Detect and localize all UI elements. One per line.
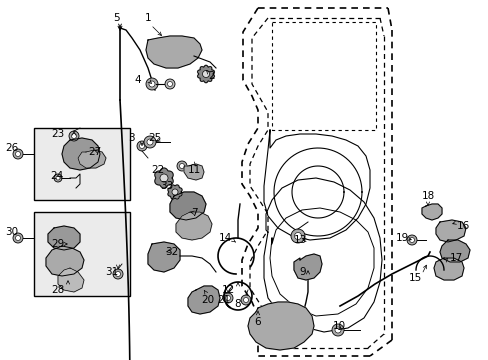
Text: 28: 28 (51, 285, 64, 295)
Circle shape (16, 152, 20, 157)
Circle shape (115, 271, 120, 276)
Polygon shape (167, 185, 182, 199)
Circle shape (160, 174, 168, 182)
Text: 16: 16 (455, 221, 468, 231)
Text: 11: 11 (187, 165, 200, 175)
Text: 1: 1 (144, 13, 151, 23)
Circle shape (146, 78, 158, 90)
Circle shape (16, 235, 20, 240)
Polygon shape (48, 226, 80, 250)
Text: 25: 25 (148, 133, 162, 143)
Polygon shape (187, 286, 220, 314)
Text: 31: 31 (105, 267, 119, 277)
Circle shape (225, 296, 230, 301)
Polygon shape (78, 150, 106, 168)
Circle shape (241, 295, 250, 305)
Text: 3: 3 (127, 133, 134, 143)
Circle shape (137, 141, 147, 151)
Polygon shape (46, 246, 84, 276)
Circle shape (177, 161, 186, 171)
Bar (34, 212, 130, 296)
Polygon shape (433, 258, 463, 280)
Text: 18: 18 (421, 191, 434, 201)
Polygon shape (58, 268, 84, 292)
Circle shape (294, 233, 301, 239)
Circle shape (13, 149, 23, 159)
Text: 2: 2 (208, 71, 215, 81)
Circle shape (334, 327, 340, 333)
Polygon shape (197, 65, 214, 83)
Text: 29: 29 (51, 239, 64, 249)
Polygon shape (439, 240, 469, 262)
Polygon shape (247, 302, 313, 350)
Text: 13: 13 (293, 235, 306, 245)
Circle shape (147, 139, 153, 145)
Text: 30: 30 (5, 227, 19, 237)
Circle shape (113, 269, 123, 279)
Bar (34, 128, 130, 200)
Text: 19: 19 (395, 233, 408, 243)
Polygon shape (170, 192, 205, 220)
Circle shape (54, 174, 62, 182)
Text: 6: 6 (254, 317, 261, 327)
Circle shape (408, 238, 414, 243)
Text: 7: 7 (190, 208, 197, 218)
Polygon shape (183, 164, 203, 180)
Text: 21: 21 (217, 295, 230, 305)
Circle shape (243, 297, 248, 302)
Text: 10: 10 (332, 321, 345, 331)
Text: 24: 24 (50, 171, 63, 181)
Text: 23: 23 (51, 129, 64, 139)
Text: 14: 14 (218, 233, 231, 243)
Text: 4: 4 (134, 75, 141, 85)
Polygon shape (293, 254, 321, 280)
Polygon shape (435, 220, 465, 242)
Circle shape (223, 293, 232, 303)
Polygon shape (421, 204, 441, 220)
Circle shape (71, 134, 76, 139)
Circle shape (179, 163, 184, 168)
Text: 20: 20 (201, 295, 214, 305)
Text: 26: 26 (5, 143, 19, 153)
Polygon shape (146, 36, 202, 68)
Text: 27: 27 (88, 147, 102, 157)
Polygon shape (62, 138, 100, 170)
Text: 32: 32 (165, 247, 178, 257)
Text: 17: 17 (448, 253, 462, 263)
Text: 9: 9 (299, 267, 305, 277)
Circle shape (69, 131, 79, 141)
Circle shape (139, 144, 144, 149)
Circle shape (290, 229, 305, 243)
Text: 15: 15 (407, 273, 421, 283)
Polygon shape (155, 168, 173, 188)
Circle shape (13, 233, 23, 243)
Circle shape (56, 176, 60, 180)
Circle shape (406, 235, 416, 245)
Polygon shape (148, 242, 180, 272)
Text: 12: 12 (221, 285, 234, 295)
Text: 22: 22 (151, 165, 164, 175)
Text: 33: 33 (160, 181, 173, 191)
Circle shape (202, 71, 209, 77)
Circle shape (143, 136, 156, 148)
Circle shape (149, 81, 155, 87)
Circle shape (167, 81, 172, 86)
Text: 8: 8 (234, 299, 241, 309)
Text: 5: 5 (112, 13, 119, 23)
Circle shape (164, 79, 175, 89)
Polygon shape (176, 212, 212, 240)
Circle shape (331, 324, 343, 336)
Circle shape (172, 189, 178, 195)
